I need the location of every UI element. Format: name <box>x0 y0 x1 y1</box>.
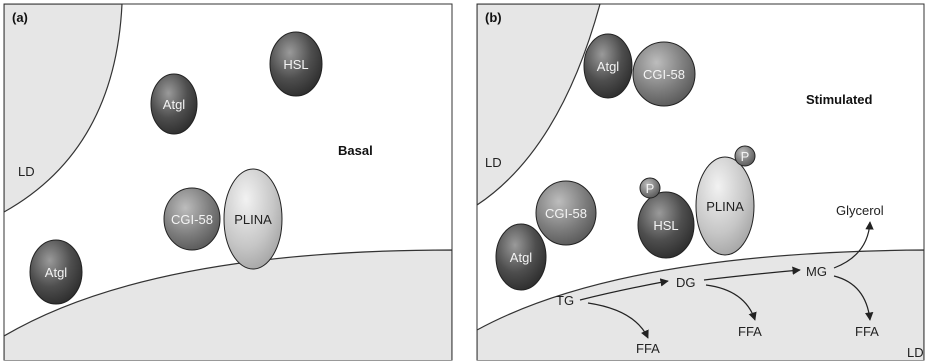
hsl-b-label: HSL <box>653 218 678 233</box>
cgi58-protein-b: CGI-58 <box>535 180 597 246</box>
phospho-hsl-label: P <box>646 181 655 196</box>
panel-b: (b) LD LD Stimulated Atgl CGI-58 CGI-58 … <box>476 3 925 361</box>
atgl-b-top-label: Atgl <box>597 59 620 74</box>
panel-a-tag: (a) <box>12 10 28 25</box>
lipid-droplet-top-left-b <box>477 4 601 206</box>
hsl-label: HSL <box>283 57 308 72</box>
metabolite-mg: MG <box>806 264 827 279</box>
arrow-mg-to-ffa <box>833 275 874 321</box>
lipid-droplet-bottom <box>4 249 452 360</box>
panel-b-ld-label-right: LD <box>907 345 924 360</box>
plina-protein: PLINA <box>223 168 283 270</box>
metabolite-ffa-3: FFA <box>855 324 879 339</box>
atgl-protein-b-top: Atgl <box>583 33 633 99</box>
metabolite-glycerol: Glycerol <box>836 203 884 218</box>
panel-a-state-label: Basal <box>338 143 373 158</box>
panel-b-state-label: Stimulated <box>806 92 873 107</box>
cgi58-b-top-label: CGI-58 <box>643 67 685 82</box>
arrow-tg-to-dg <box>579 278 669 301</box>
atgl-b-label: Atgl <box>510 250 533 265</box>
arrow-tg-to-ffa <box>587 302 649 339</box>
arrow-dg-to-mg <box>703 266 801 281</box>
cgi58-protein-b-top: CGI-58 <box>632 41 696 107</box>
arrow-dg-to-ffa <box>705 284 757 321</box>
atgl-bottom-label: Atgl <box>45 265 68 280</box>
atgl-top-label: Atgl <box>163 97 186 112</box>
lipid-droplet-top-left <box>4 4 123 213</box>
panel-a: (a) LD Basal HSL Atgl CGI-58 PLINA Atgl <box>3 3 453 361</box>
lipid-droplet-bottom-b <box>477 249 924 360</box>
arrow-mg-to-glycerol <box>833 221 874 269</box>
atgl-protein-top: Atgl <box>150 73 198 135</box>
metabolite-ffa-2: FFA <box>738 324 762 339</box>
hsl-protein: HSL <box>269 31 323 97</box>
cgi58-protein: CGI-58 <box>163 187 221 251</box>
panel-b-tag: (b) <box>485 10 502 25</box>
phospho-hsl-badge: P <box>639 177 661 199</box>
panel-b-ld-label-left: LD <box>485 155 502 170</box>
plina-b-label: PLINA <box>706 199 744 214</box>
phospho-plina-label: P <box>741 149 750 164</box>
atgl-protein-bottom: Atgl <box>29 239 83 305</box>
panel-a-ld-label: LD <box>18 164 35 179</box>
plina-protein-b: PLINA <box>695 156 755 256</box>
hsl-protein-b: HSL <box>637 191 695 259</box>
phospho-plina-badge: P <box>734 145 756 167</box>
metabolite-dg: DG <box>676 275 696 290</box>
metabolite-tg: TG <box>556 293 574 308</box>
metabolite-ffa-1: FFA <box>636 341 660 356</box>
plina-label: PLINA <box>234 212 272 227</box>
cgi58-b-label: CGI-58 <box>545 206 587 221</box>
cgi58-label: CGI-58 <box>171 212 213 227</box>
atgl-protein-b: Atgl <box>495 223 547 291</box>
